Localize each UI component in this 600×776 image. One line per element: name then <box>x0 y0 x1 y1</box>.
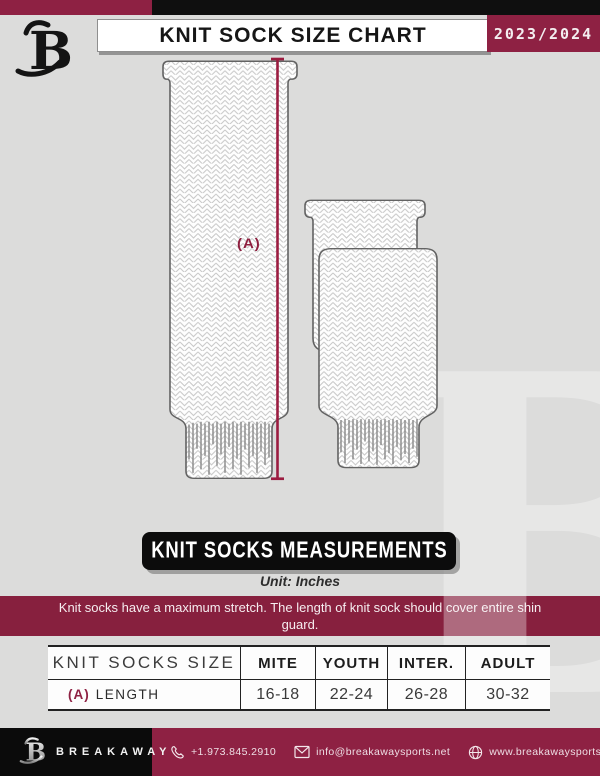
unit-text: Unit: Inches <box>259 573 341 589</box>
cell-mite-length: 16-18 <box>240 680 315 709</box>
footer-contacts: +1.973.845.2910 info@breakawaysports.net <box>152 728 600 776</box>
cell-value: 22-24 <box>329 685 374 703</box>
measurement-label: (A) <box>237 236 261 251</box>
note-banner: Knit socks have a maximum stretch. The l… <box>0 596 600 636</box>
column-header-inter: INTER. <box>387 647 465 679</box>
intermediate-sock-shape <box>318 247 438 469</box>
cell-adult-length: 30-32 <box>465 680 550 709</box>
footer-phone-text: +1.973.845.2910 <box>191 746 277 758</box>
row-header-length: (A) LENGTH <box>48 680 240 709</box>
adult-sock-fringe <box>188 421 270 475</box>
cell-value: 16-18 <box>256 685 300 703</box>
column-header-text: ADULT <box>480 654 536 672</box>
top-strip-maroon <box>0 0 152 15</box>
page-title-bar: KNIT SOCK SIZE CHART <box>97 19 489 52</box>
breakaway-b-logo-icon: B <box>18 734 48 771</box>
cell-value: 26-28 <box>404 685 449 703</box>
measurement-line-a <box>271 57 284 481</box>
corner-header-text: KNIT SOCKS SIZE <box>52 653 236 672</box>
phone-icon <box>170 745 185 760</box>
footer-brand-panel: B BREAKAWAY <box>0 728 167 776</box>
intermediate-sock-fringe <box>340 419 418 465</box>
column-header-youth: YOUTH <box>315 647 387 679</box>
table-header-row: KNIT SOCKS SIZE MITE YOUTH INTER. ADULT <box>48 647 550 680</box>
breakaway-monogram-icon: B <box>12 16 74 82</box>
size-table: KNIT SOCKS SIZE MITE YOUTH INTER. ADULT … <box>48 645 550 711</box>
measurements-banner: KNIT SOCKS MEASUREMENTS <box>142 532 456 570</box>
footer-phone[interactable]: +1.973.845.2910 <box>170 745 276 760</box>
globe-icon <box>468 745 483 760</box>
footer-bar: B BREAKAWAY +1.973.845.2910 <box>0 728 600 776</box>
column-header-text: INTER. <box>398 654 455 672</box>
envelope-icon <box>294 745 310 759</box>
row-ref-a: (A) <box>68 687 90 702</box>
footer-website[interactable]: www.breakawaysports.net <box>468 745 600 760</box>
page-title: KNIT SOCK SIZE CHART <box>159 23 427 47</box>
column-header-mite: MITE <box>240 647 315 679</box>
measurements-banner-label: KNIT SOCKS MEASUREMENTS <box>150 538 448 563</box>
unit-label: Unit: Inches <box>0 573 600 591</box>
season-label: 2023/2024 <box>493 24 594 43</box>
table-corner-header: KNIT SOCKS SIZE <box>48 647 240 679</box>
adult-sock-shape <box>162 60 298 480</box>
footer-email-text: info@breakawaysports.net <box>316 746 451 758</box>
sock-diagram: (A) <box>162 57 438 481</box>
note-text: Knit socks have a maximum stretch. The l… <box>58 600 542 632</box>
footer-website-text: www.breakawaysports.net <box>489 746 600 758</box>
row-label: LENGTH <box>95 687 160 702</box>
footer-email[interactable]: info@breakawaysports.net <box>294 745 450 759</box>
table-row-length: (A) LENGTH 16-18 22-24 26-28 30-32 <box>48 680 550 709</box>
footer-brand-name: BREAKAWAY <box>56 746 172 758</box>
svg-text:B: B <box>26 737 47 766</box>
season-badge: 2023/2024 <box>487 15 600 52</box>
column-header-text: YOUTH <box>322 654 381 672</box>
column-header-text: MITE <box>258 654 298 672</box>
cell-inter-length: 26-28 <box>387 680 465 709</box>
column-header-adult: ADULT <box>465 647 550 679</box>
top-strip-black <box>152 0 600 15</box>
cell-youth-length: 22-24 <box>315 680 387 709</box>
cell-value: 30-32 <box>486 685 530 703</box>
